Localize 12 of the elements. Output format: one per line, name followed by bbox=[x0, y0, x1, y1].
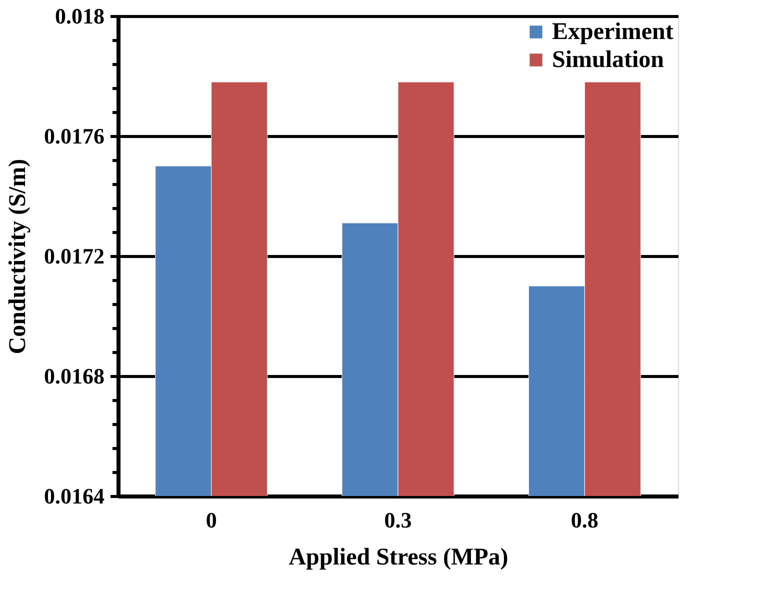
legend-label: Simulation bbox=[552, 47, 664, 73]
y-axis-title: Conductivity (S/m) bbox=[5, 158, 31, 354]
x-axis-title: Applied Stress (MPa) bbox=[288, 544, 508, 570]
y-tick-label: 0.018 bbox=[55, 4, 104, 28]
x-tick-label: 0.3 bbox=[384, 508, 412, 532]
y-tick-label: 0.0176 bbox=[44, 124, 104, 148]
y-tick-label: 0.0172 bbox=[44, 244, 104, 268]
legend-label: Experiment bbox=[552, 19, 674, 45]
x-tick-label: 0.8 bbox=[570, 508, 598, 532]
y-tick-label: 0.0164 bbox=[44, 484, 104, 508]
y-tick-label: 0.0168 bbox=[44, 364, 104, 388]
x-tick-label: 0 bbox=[206, 508, 217, 532]
